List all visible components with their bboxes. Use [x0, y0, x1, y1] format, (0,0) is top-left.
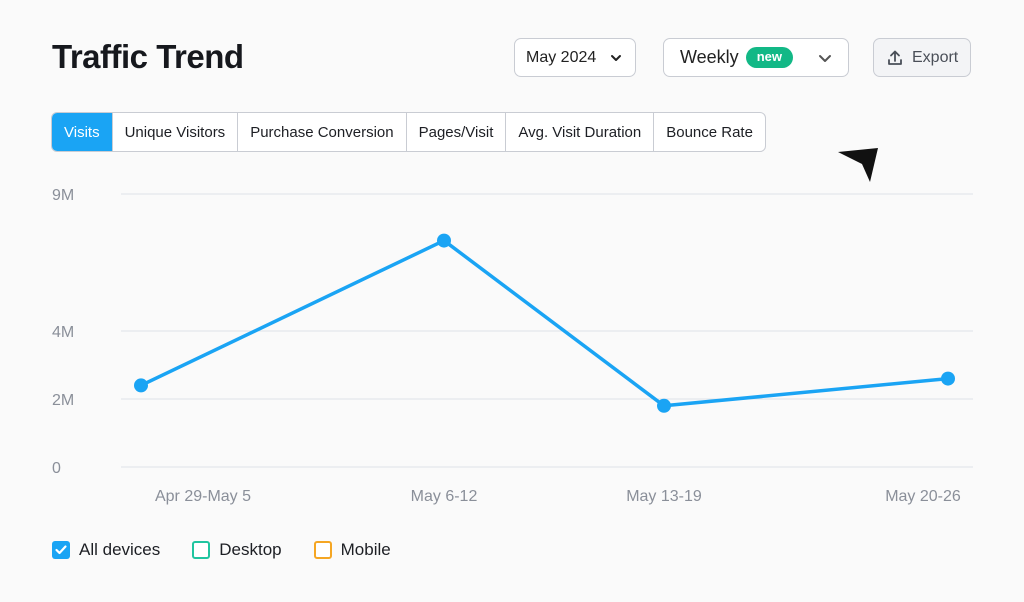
legend-label: All devices — [79, 540, 161, 559]
x-tick-label: Apr 29-May 5 — [155, 488, 251, 505]
checkbox-checked-icon — [52, 541, 70, 559]
x-tick-label: May 13-19 — [626, 488, 702, 505]
legend-item-mobile[interactable]: Mobile — [313, 540, 391, 560]
y-tick-label: 0 — [52, 460, 61, 477]
chevron-down-icon — [819, 55, 831, 62]
x-tick-label: May 6-12 — [411, 488, 478, 505]
tab-pages-visit[interactable]: Pages/Visit — [405, 113, 506, 151]
metric-tabs: Visits Unique Visitors Purchase Conversi… — [51, 112, 766, 152]
legend-item-all-devices[interactable]: All devices — [52, 540, 160, 560]
new-badge: new — [745, 47, 793, 68]
tab-purchase-conversion[interactable]: Purchase Conversion — [237, 113, 405, 151]
tab-visits[interactable]: Visits — [52, 113, 112, 151]
legend-item-desktop[interactable]: Desktop — [192, 540, 282, 560]
x-tick-label: May 20-26 — [885, 488, 961, 505]
data-point — [134, 378, 148, 393]
cursor-arrow-icon — [838, 148, 878, 182]
period-select-value: Weekly — [680, 47, 739, 67]
tab-bounce-rate[interactable]: Bounce Rate — [653, 113, 765, 151]
month-select-value: May 2024 — [526, 48, 597, 66]
data-point — [657, 398, 671, 413]
period-select[interactable]: Weekly new — [663, 38, 849, 77]
chevron-down-icon — [611, 55, 621, 61]
chart-legend: All devices Desktop Mobile — [52, 540, 423, 560]
traffic-line-chart: 0 2M 4M 9M Apr 29-May 5 May 6-12 May 13-19 May … — [52, 187, 973, 505]
export-button[interactable]: Export — [873, 38, 971, 77]
y-tick-label: 4M — [52, 324, 74, 341]
series-line-visits — [139, 238, 950, 408]
legend-label: Mobile — [340, 540, 391, 559]
tab-avg-visit-duration[interactable]: Avg. Visit Duration — [505, 113, 653, 151]
checkbox-icon — [192, 541, 211, 559]
checkbox-icon — [313, 541, 332, 559]
month-select[interactable]: May 2024 — [514, 38, 636, 77]
y-tick-label: 9M — [52, 187, 74, 204]
tab-unique-visitors[interactable]: Unique Visitors — [111, 113, 238, 151]
data-point — [941, 371, 955, 386]
export-label: Export — [912, 48, 959, 66]
data-point — [437, 233, 451, 248]
export-icon — [888, 50, 902, 65]
page-title: Traffic Trend — [52, 38, 244, 75]
legend-label: Desktop — [219, 540, 282, 559]
y-tick-label: 2M — [52, 392, 74, 409]
